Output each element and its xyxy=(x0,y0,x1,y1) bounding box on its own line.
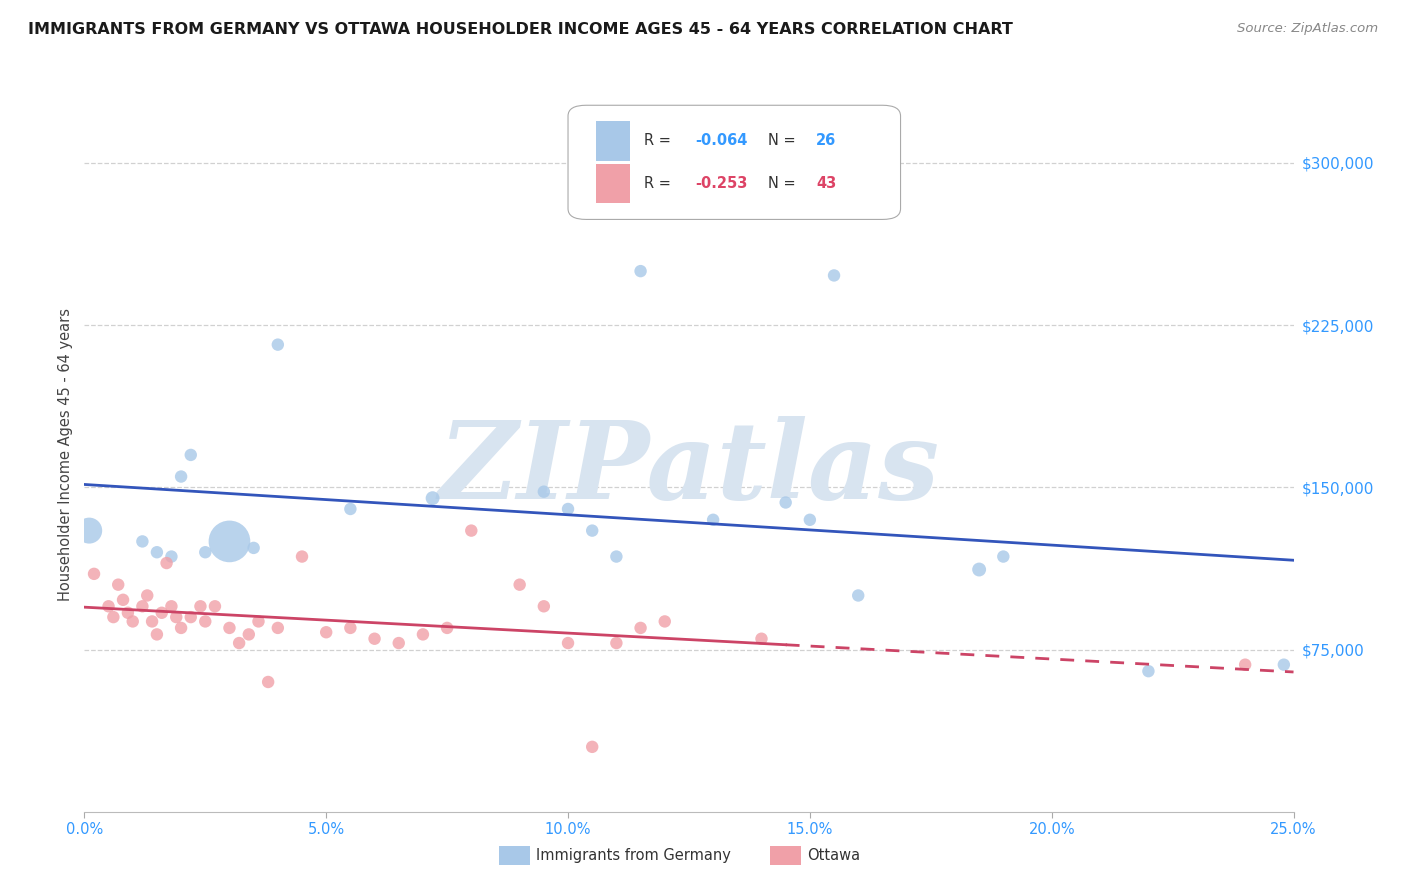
Text: R =: R = xyxy=(644,134,676,148)
Text: ZIPatlas: ZIPatlas xyxy=(439,417,939,522)
Point xyxy=(131,599,153,614)
Point xyxy=(1234,657,1257,672)
Text: Immigrants from Germany: Immigrants from Germany xyxy=(536,848,731,863)
Point xyxy=(150,606,173,620)
Point xyxy=(363,632,385,646)
Point xyxy=(160,549,183,564)
Point xyxy=(654,615,676,629)
Point xyxy=(180,448,202,462)
Point xyxy=(581,739,603,754)
Text: Source: ZipAtlas.com: Source: ZipAtlas.com xyxy=(1237,22,1378,36)
Text: Ottawa: Ottawa xyxy=(807,848,860,863)
Point xyxy=(605,549,627,564)
Text: IMMIGRANTS FROM GERMANY VS OTTAWA HOUSEHOLDER INCOME AGES 45 - 64 YEARS CORRELAT: IMMIGRANTS FROM GERMANY VS OTTAWA HOUSEH… xyxy=(28,22,1012,37)
Point xyxy=(509,577,531,591)
Point xyxy=(412,627,434,641)
Point xyxy=(83,566,105,581)
Point xyxy=(436,621,458,635)
FancyBboxPatch shape xyxy=(568,105,901,219)
Point xyxy=(1272,657,1295,672)
Point xyxy=(103,610,125,624)
Text: N =: N = xyxy=(768,134,800,148)
Point xyxy=(533,484,555,499)
Bar xyxy=(596,164,630,203)
Point xyxy=(388,636,411,650)
Point xyxy=(146,627,169,641)
Point xyxy=(967,562,990,576)
Point xyxy=(107,577,129,591)
Text: R =: R = xyxy=(644,177,676,191)
Point xyxy=(146,545,169,559)
Point xyxy=(846,589,869,603)
Text: 26: 26 xyxy=(815,134,837,148)
Point xyxy=(460,524,482,538)
Point xyxy=(267,337,290,351)
Point xyxy=(315,625,337,640)
Point xyxy=(194,615,217,629)
Point xyxy=(533,599,555,614)
Point xyxy=(218,534,240,549)
Point xyxy=(267,621,290,635)
Point xyxy=(247,615,270,629)
Point xyxy=(112,592,135,607)
Text: 43: 43 xyxy=(815,177,837,191)
Point xyxy=(77,524,100,538)
Text: -0.064: -0.064 xyxy=(695,134,748,148)
Point xyxy=(799,513,821,527)
Y-axis label: Householder Income Ages 45 - 64 years: Householder Income Ages 45 - 64 years xyxy=(58,309,73,601)
Point xyxy=(141,615,163,629)
Point xyxy=(170,469,193,483)
Point xyxy=(702,513,724,527)
Point xyxy=(1137,664,1160,678)
Point xyxy=(823,268,845,283)
Point xyxy=(131,534,153,549)
Point xyxy=(557,636,579,650)
Point xyxy=(630,621,652,635)
Point xyxy=(775,495,797,509)
Bar xyxy=(596,121,630,161)
Point xyxy=(557,502,579,516)
Point xyxy=(218,621,240,635)
Point xyxy=(155,556,177,570)
Point xyxy=(630,264,652,278)
Point xyxy=(581,524,603,538)
Point xyxy=(170,621,193,635)
Point xyxy=(605,636,627,650)
Point xyxy=(339,621,361,635)
Text: -0.253: -0.253 xyxy=(695,177,748,191)
Point xyxy=(180,610,202,624)
Point xyxy=(165,610,187,624)
Point xyxy=(228,636,250,650)
Point xyxy=(136,589,159,603)
Point xyxy=(190,599,212,614)
Point xyxy=(751,632,773,646)
Point xyxy=(194,545,217,559)
Point xyxy=(204,599,226,614)
Point xyxy=(97,599,120,614)
Point xyxy=(117,606,139,620)
Point xyxy=(121,615,143,629)
Text: N =: N = xyxy=(768,177,800,191)
Point xyxy=(238,627,260,641)
Point xyxy=(242,541,264,555)
Point xyxy=(291,549,314,564)
Point xyxy=(339,502,361,516)
Point xyxy=(422,491,444,505)
Point xyxy=(160,599,183,614)
Point xyxy=(257,675,280,690)
Point xyxy=(993,549,1015,564)
